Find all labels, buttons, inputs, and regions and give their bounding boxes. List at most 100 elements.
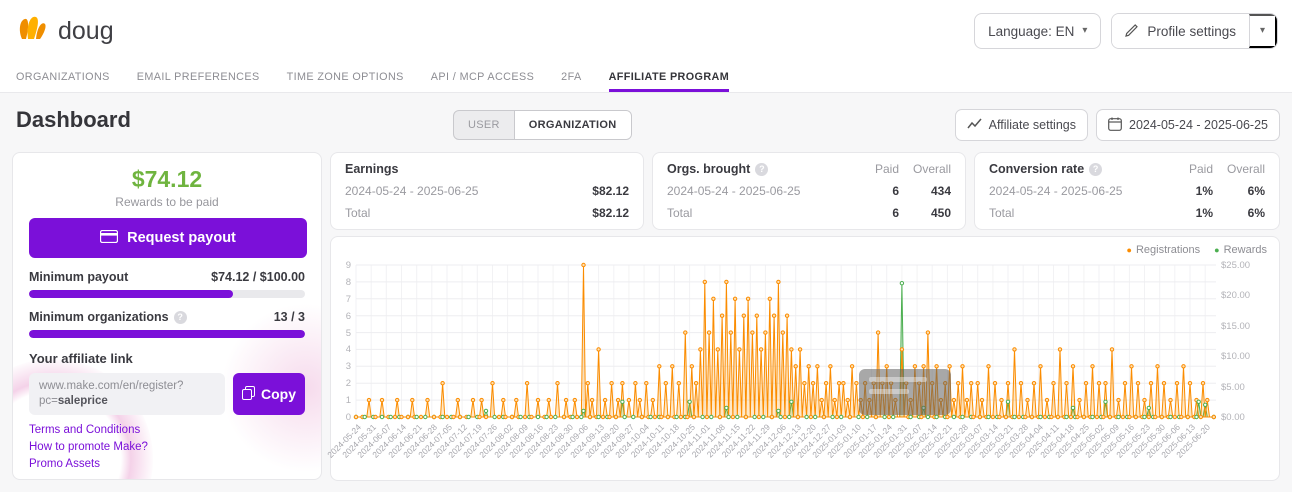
- y-axis-right-tick: $20.00: [1221, 290, 1251, 302]
- payment-card-icon: [99, 229, 119, 247]
- chart-line-icon: [967, 118, 982, 133]
- progress-track: [29, 330, 305, 338]
- tooltip-text-line: [869, 377, 927, 382]
- legend-registrations: ● Registrations: [1126, 244, 1201, 256]
- request-payout-button[interactable]: Request payout: [29, 218, 307, 258]
- affiliate-link-field[interactable]: www.make.com/en/register? pc=saleprice: [29, 373, 225, 415]
- stat-value: 434: [930, 184, 951, 198]
- stat-value: $82.12: [592, 206, 629, 220]
- profile-settings-split-button: Profile settings ▾: [1111, 13, 1278, 49]
- minimum-payout-meter: Minimum payout $74.12 / $100.00: [29, 270, 305, 298]
- info-icon[interactable]: ?: [755, 162, 769, 176]
- earnings-card: Earnings 2024-05-24 - 2025-06-25 $82.12 …: [330, 152, 644, 230]
- toggle-user[interactable]: USER: [468, 119, 500, 131]
- tab-time-zone-options[interactable]: TIME ZONE OPTIONS: [286, 70, 404, 83]
- y-axis-left-tick: 6: [345, 310, 351, 322]
- stat-value: 6: [892, 184, 899, 198]
- header: doug Language: EN ▾ Profile settings ▾: [0, 0, 1292, 62]
- legend-dot-icon: ●: [1214, 244, 1220, 255]
- language-button[interactable]: Language: EN ▾: [974, 13, 1102, 49]
- terms-link[interactable]: Terms and Conditions: [29, 424, 141, 436]
- tab-2fa[interactable]: 2FA: [561, 70, 582, 83]
- pencil-icon: [1125, 23, 1139, 40]
- chart-card: ● Registrations ● Rewards 0 1 2 3 4 5 6 7 8 9 $0.0…: [325, 236, 1280, 481]
- y-axis-left-tick: 1: [345, 395, 351, 407]
- progress-fill: [29, 290, 234, 298]
- dashboard-heading: Dashboard: [16, 107, 131, 132]
- stat-row-label: 2024-05-24 - 2025-06-25: [667, 184, 801, 198]
- page-title-username: doug: [58, 16, 114, 45]
- orgs-brought-card: Orgs. brought ? Paid Overall 2024-05-24 …: [652, 152, 966, 230]
- profile-settings-dropdown-button[interactable]: ▾: [1248, 14, 1277, 48]
- progress-fill: [29, 330, 305, 338]
- chart-plot[interactable]: [353, 262, 1216, 420]
- earnings-title: Earnings: [345, 162, 399, 176]
- profile-settings-button[interactable]: Profile settings: [1112, 14, 1249, 48]
- promo-assets-link[interactable]: Promo Assets: [29, 458, 100, 470]
- stat-row-label: Total: [989, 206, 1015, 220]
- copy-button[interactable]: Copy: [233, 373, 305, 415]
- tab-affiliate-program[interactable]: AFFILIATE PROGRAM: [608, 62, 730, 92]
- chevron-down-icon: ▾: [1259, 25, 1265, 36]
- stat-row-label: Total: [667, 206, 693, 220]
- dashboard-actions: Affiliate settings 2024-05-24 - 2025-06-…: [954, 109, 1280, 141]
- legend-rewards: ● Rewards: [1214, 244, 1267, 256]
- rewards-amount: $74.12: [131, 166, 203, 192]
- calendar-icon: [1108, 117, 1122, 134]
- rewards-panel: $74.12 Rewards to be paid Request payout…: [12, 152, 322, 480]
- minimum-organizations-label: Minimum organizations: [29, 310, 169, 324]
- stat-row-label: 2024-05-24 - 2025-06-25: [989, 184, 1123, 198]
- tab-api-mcp-access[interactable]: API / MCP ACCESS: [430, 70, 535, 83]
- chevron-down-icon: ▾: [1082, 25, 1088, 36]
- stat-value: 1%: [1195, 206, 1213, 220]
- user-org-toggle: USER ORGANIZATION: [453, 110, 632, 140]
- y-axis-left-tick: 0: [345, 412, 351, 423]
- promote-link[interactable]: How to promote Make?: [29, 441, 148, 453]
- y-axis-left-tick: 3: [345, 361, 351, 373]
- rewards-caption: Rewards to be paid: [115, 195, 219, 209]
- footer-links: Terms and Conditions How to promote Make…: [29, 423, 305, 472]
- app-logo-icon: [14, 12, 48, 51]
- chart-legend: ● Registrations ● Rewards: [1127, 244, 1267, 256]
- stat-value: 6%: [1247, 184, 1265, 198]
- y-axis-left-tick: 5: [345, 327, 351, 339]
- toggle-organization[interactable]: ORGANIZATION: [513, 111, 631, 139]
- header-actions: Language: EN ▾ Profile settings ▾: [974, 13, 1278, 49]
- stat-value: 1%: [1195, 184, 1213, 198]
- affiliate-settings-button[interactable]: Affiliate settings: [954, 109, 1088, 141]
- stat-value: $82.12: [592, 184, 629, 198]
- affiliate-link-row: www.make.com/en/register? pc=saleprice C…: [29, 373, 305, 415]
- progress-track: [29, 290, 305, 298]
- minimum-organizations-value: 13 / 3: [273, 310, 305, 324]
- y-axis-left-tick: 2: [345, 378, 351, 390]
- paid-column-header: Paid: [1188, 162, 1213, 176]
- tab-email-preferences[interactable]: EMAIL PREFERENCES: [136, 70, 260, 83]
- affiliate-link-title: Your affiliate link: [29, 351, 133, 366]
- date-range-button[interactable]: 2024-05-24 - 2025-06-25: [1096, 109, 1280, 141]
- minimum-payout-value: $74.12 / $100.00: [211, 270, 305, 284]
- orgs-brought-title: Orgs. brought: [667, 162, 751, 176]
- legend-dot-icon: ●: [1126, 244, 1132, 255]
- minimum-organizations-meter: Minimum organizations ? 13 / 3: [29, 310, 305, 338]
- tab-organizations[interactable]: ORGANIZATIONS: [16, 70, 110, 83]
- y-axis-right-tick: $0.00: [1221, 412, 1245, 423]
- info-icon[interactable]: ?: [1089, 162, 1103, 176]
- copy-icon: [242, 385, 255, 403]
- chart-tooltip: [859, 369, 951, 415]
- paid-column-header: Paid: [874, 162, 899, 176]
- y-axis-right-tick: $5.00: [1221, 381, 1245, 393]
- stat-value: 6%: [1247, 206, 1265, 220]
- info-icon[interactable]: ?: [173, 310, 187, 324]
- overall-column-header: Overall: [912, 162, 951, 176]
- conversion-rate-title: Conversion rate: [989, 162, 1085, 176]
- overall-column-header: Overall: [1226, 162, 1265, 176]
- y-axis-left-tick: 8: [345, 276, 351, 288]
- minimum-payout-label: Minimum payout: [29, 270, 129, 284]
- stat-row-label: Total: [345, 206, 371, 220]
- tooltip-text-line: [869, 389, 909, 394]
- y-axis-left-tick: 4: [345, 344, 351, 356]
- nav-tabs: ORGANIZATIONS EMAIL PREFERENCES TIME ZON…: [0, 62, 1292, 93]
- stat-value: 6: [892, 206, 899, 220]
- y-axis-left-tick: 9: [345, 260, 351, 271]
